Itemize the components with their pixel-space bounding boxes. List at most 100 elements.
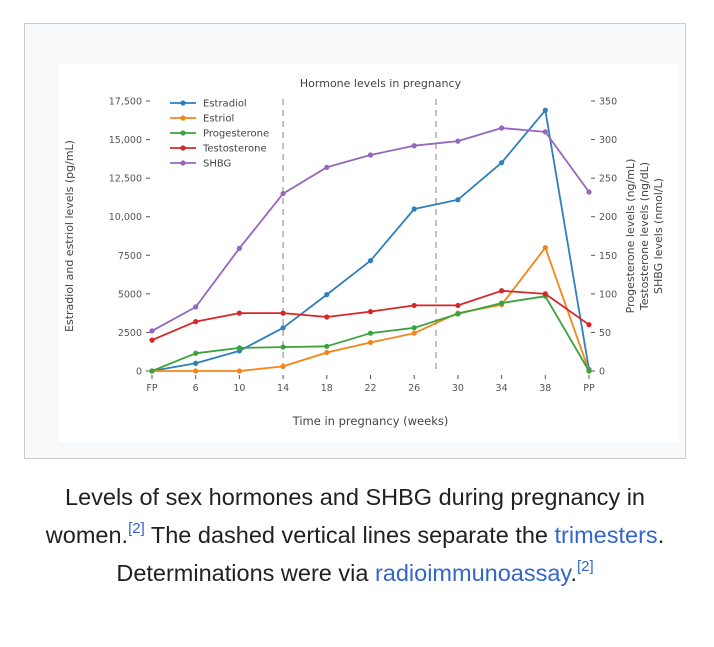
data-point-estradiol	[499, 160, 505, 166]
x-tick-label: FP	[146, 383, 157, 394]
data-point-estradiol	[455, 197, 461, 203]
data-point-shbg	[455, 138, 461, 144]
y-tick-label-left: 10,000	[109, 212, 142, 223]
data-point-shbg	[149, 328, 155, 334]
y-tick-label-right: 200	[599, 212, 617, 223]
data-point-estriol	[280, 363, 286, 369]
caption-text-4: .	[570, 560, 577, 586]
y-axis-label-right: Testosterone levels (ng/dL)	[638, 162, 651, 311]
caption-text-1: Levels of sex hormones and SHBG during p…	[45, 484, 645, 548]
data-point-testosterone	[324, 314, 330, 320]
x-tick-label: 30	[452, 383, 464, 394]
x-tick-label: 10	[233, 383, 245, 394]
y-axis-label-right: SHBG levels (nmol/L)	[652, 178, 665, 294]
data-point-testosterone	[499, 288, 505, 294]
y-tick-label-left: 15,000	[109, 135, 142, 146]
x-tick-label: 38	[539, 383, 551, 394]
legend-label: Estradiol	[203, 99, 247, 110]
caption-text-2: The dashed vertical lines separate the	[144, 522, 555, 548]
radioimmunoassay-link[interactable]: radioimmunoassay	[374, 560, 571, 586]
legend-label: Testosterone	[202, 144, 267, 155]
y-tick-label-left: 17,500	[109, 97, 142, 108]
data-point-estradiol	[542, 107, 548, 113]
hormone-chart: 0 2500 5000 7500 10,000 12,500 15,000 17,500 0 50…	[63, 77, 665, 428]
data-point-estriol	[542, 244, 548, 251]
legend-label: Estriol	[203, 114, 234, 125]
y-tick-label-right: 100	[599, 289, 617, 300]
data-point-estradiol	[280, 325, 286, 331]
data-point-shbg	[193, 304, 199, 310]
chart-title: Hormone levels in pregnancy	[300, 77, 462, 90]
data-point-estradiol	[324, 292, 330, 298]
data-point-shbg	[542, 129, 548, 135]
x-tick-label: 34	[496, 383, 508, 394]
data-point-testosterone	[542, 291, 548, 297]
y-tick-label-left: 7500	[118, 251, 142, 262]
data-point-testosterone	[193, 319, 199, 325]
data-point-estradiol	[193, 360, 199, 366]
data-point-estriol	[193, 368, 199, 374]
x-tick-label: 22	[364, 383, 376, 394]
figure-caption: Levels of sex hormones and SHBG during p…	[24, 478, 686, 592]
x-tick-label: 6	[193, 383, 199, 394]
data-point-shbg	[367, 152, 374, 158]
data-point-progesterone	[367, 330, 374, 336]
data-point-estriol	[367, 339, 374, 346]
y-tick-label-right: 350	[599, 97, 617, 108]
legend-label: SHBG	[203, 159, 231, 170]
y-tick-label-right: 250	[599, 174, 617, 185]
data-point-estradiol	[367, 258, 374, 264]
y-axis-label-left: Estradiol and estriol levels (pg/mL)	[63, 140, 76, 332]
legend-swatch-marker	[180, 130, 186, 136]
data-point-shbg	[324, 164, 330, 170]
data-point-testosterone	[149, 337, 155, 343]
data-point-shbg	[499, 125, 505, 131]
legend-swatch-marker	[180, 115, 186, 121]
data-point-testosterone	[586, 322, 592, 328]
legend-swatch-marker	[180, 145, 186, 151]
x-tick-label: 14	[277, 383, 289, 394]
data-point-estradiol	[411, 206, 417, 212]
data-point-progesterone	[193, 350, 199, 356]
x-axis-label: Time in pregnancy (weeks)	[292, 414, 449, 428]
y-axis-label-right: Progesterone levels (ng/mL)	[624, 159, 637, 314]
data-point-estriol	[411, 330, 417, 336]
chart-container: 0 2500 5000 7500 10,000 12,500 15,000 17,500 0 50…	[59, 64, 679, 442]
y-tick-label-left: 0	[136, 367, 142, 378]
caption-text-3: . Determinations were via	[116, 522, 665, 586]
x-tick-label: 18	[321, 383, 333, 394]
data-point-progesterone	[411, 325, 417, 331]
data-point-shbg	[236, 245, 242, 251]
data-point-shbg	[586, 189, 592, 195]
legend-swatch-marker	[180, 160, 186, 166]
x-tick-label: PP	[583, 383, 595, 394]
data-point-progesterone	[499, 300, 505, 306]
data-point-progesterone	[236, 345, 242, 351]
data-point-progesterone	[149, 368, 155, 374]
data-point-estriol	[236, 368, 242, 374]
data-point-testosterone	[411, 302, 417, 309]
x-tick-label: 26	[408, 383, 420, 394]
y-tick-label-right: 0	[599, 367, 605, 378]
y-tick-label-left: 5000	[118, 289, 142, 300]
data-point-shbg	[411, 143, 417, 149]
data-point-testosterone	[280, 310, 286, 316]
data-point-estriol	[324, 349, 330, 356]
data-point-testosterone	[367, 309, 374, 315]
data-point-testosterone	[455, 302, 461, 309]
y-tick-label-left: 2500	[118, 328, 142, 339]
citation-link-2[interactable]: [2]	[576, 558, 594, 576]
data-point-progesterone	[586, 368, 592, 374]
y-tick-label-right: 50	[599, 328, 611, 339]
y-tick-label-left: 12,500	[109, 174, 142, 185]
data-point-testosterone	[236, 310, 242, 316]
figure-frame: 0 2500 5000 7500 10,000 12,500 15,000 17,500 0 50…	[24, 23, 686, 459]
data-point-progesterone	[280, 344, 286, 350]
trimesters-link[interactable]: trimesters	[554, 522, 658, 548]
data-point-progesterone	[455, 311, 461, 317]
y-tick-label-right: 150	[599, 251, 617, 262]
data-point-shbg	[280, 190, 286, 197]
citation-link-1[interactable]: [2]	[128, 520, 145, 538]
legend-label: Progesterone	[203, 129, 269, 140]
data-point-progesterone	[324, 343, 330, 349]
